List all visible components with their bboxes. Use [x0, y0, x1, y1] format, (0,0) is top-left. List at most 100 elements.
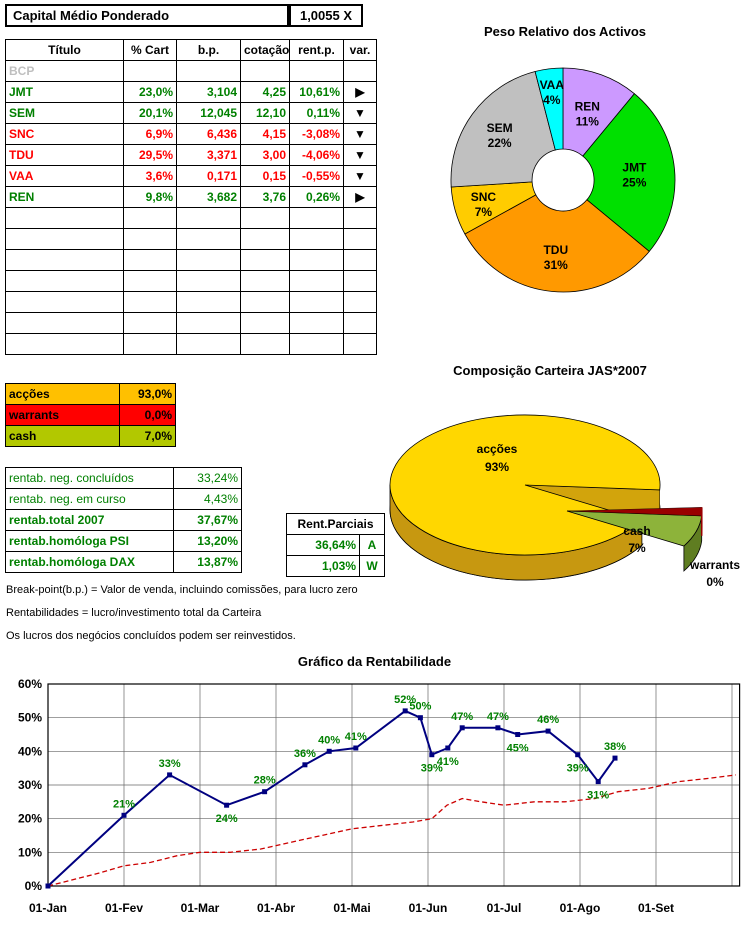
cell-pct-cart[interactable]: 23,0%	[123, 81, 177, 103]
empty-cell[interactable]	[289, 228, 344, 250]
cell-pct-cart[interactable]: 9,8%	[123, 186, 177, 208]
cell-bp[interactable]: 3,371	[176, 144, 241, 166]
empty-cell[interactable]	[5, 228, 124, 250]
cell-cotacao[interactable]: 3,00	[240, 144, 290, 166]
empty-cell[interactable]	[240, 291, 290, 313]
empty-cell[interactable]	[240, 270, 290, 292]
cell-rent-p[interactable]: -3,08%	[289, 123, 344, 145]
rentab-label-4[interactable]: rentab.homóloga DAX	[5, 551, 174, 573]
empty-cell[interactable]	[289, 312, 344, 334]
parciais-title-cell[interactable]: Rent.Parciais	[285, 513, 386, 535]
empty-cell[interactable]	[289, 249, 344, 271]
cell-rent-p[interactable]	[289, 60, 344, 82]
column-header-5[interactable]: var.	[343, 39, 377, 61]
cell-var-arrow[interactable]: ▼	[343, 144, 377, 166]
empty-cell[interactable]	[176, 291, 241, 313]
cell-titulo[interactable]: JMT	[5, 81, 124, 103]
empty-cell[interactable]	[5, 270, 124, 292]
empty-cell[interactable]	[123, 270, 177, 292]
cell-pct-cart[interactable]	[123, 60, 177, 82]
cell-bp[interactable]: 12,045	[176, 102, 241, 124]
cell-pct-cart[interactable]: 3,6%	[123, 165, 177, 187]
empty-cell[interactable]	[5, 333, 124, 355]
alloc-label-warrants[interactable]: warrants	[5, 404, 120, 426]
capital-medio-ponderado-value[interactable]: 1,0055 X	[289, 4, 363, 27]
parciais-code-A[interactable]: A	[358, 534, 386, 556]
empty-cell[interactable]	[289, 270, 344, 292]
cell-cotacao[interactable]: 4,25	[240, 81, 290, 103]
cell-pct-cart[interactable]: 29,5%	[123, 144, 177, 166]
cell-bp[interactable]: 6,436	[176, 123, 241, 145]
cell-titulo[interactable]: TDU	[5, 144, 124, 166]
empty-cell[interactable]	[289, 291, 344, 313]
parciais-value-A[interactable]: 36,64%	[286, 534, 360, 556]
cell-titulo[interactable]: REN	[5, 186, 124, 208]
empty-cell[interactable]	[5, 249, 124, 271]
empty-cell[interactable]	[343, 291, 377, 313]
column-header-4[interactable]: rent.p.	[289, 39, 344, 61]
empty-cell[interactable]	[240, 333, 290, 355]
alloc-label-cash[interactable]: cash	[5, 425, 120, 447]
cell-pct-cart[interactable]: 20,1%	[123, 102, 177, 124]
cell-bp[interactable]: 0,171	[176, 165, 241, 187]
pie3d-chart-composicao[interactable]: acções 93% cash 7% warrants 0%	[385, 383, 749, 628]
empty-cell[interactable]	[343, 249, 377, 271]
cell-var-arrow[interactable]	[343, 60, 377, 82]
empty-cell[interactable]	[5, 312, 124, 334]
pie-slice-VAA[interactable]	[534, 67, 564, 151]
cell-titulo[interactable]: SEM	[5, 102, 124, 124]
cell-bp[interactable]: 3,682	[176, 186, 241, 208]
empty-cell[interactable]	[123, 249, 177, 271]
benchmark-line[interactable]	[47, 774, 736, 887]
parciais-value-W[interactable]: 1,03%	[286, 555, 360, 577]
empty-cell[interactable]	[5, 291, 124, 313]
empty-cell[interactable]	[176, 270, 241, 292]
empty-cell[interactable]	[343, 228, 377, 250]
empty-cell[interactable]	[176, 249, 241, 271]
cell-pct-cart[interactable]: 6,9%	[123, 123, 177, 145]
cell-var-arrow[interactable]: ▶	[343, 81, 377, 103]
column-header-2[interactable]: b.p.	[176, 39, 241, 61]
cell-rent-p[interactable]: -0,55%	[289, 165, 344, 187]
rentab-value-2[interactable]: 37,67%	[173, 509, 242, 531]
empty-cell[interactable]	[289, 207, 344, 229]
empty-cell[interactable]	[123, 228, 177, 250]
cell-var-arrow[interactable]: ▼	[343, 102, 377, 124]
rentab-value-4[interactable]: 13,87%	[173, 551, 242, 573]
pie-slice-acções[interactable]	[389, 414, 661, 556]
cell-cotacao[interactable]: 4,15	[240, 123, 290, 145]
cell-bp[interactable]: 3,104	[176, 81, 241, 103]
cell-titulo[interactable]: VAA	[5, 165, 124, 187]
cell-var-arrow[interactable]: ▶	[343, 186, 377, 208]
cell-cotacao[interactable]: 0,15	[240, 165, 290, 187]
empty-cell[interactable]	[176, 228, 241, 250]
cell-cotacao[interactable]	[240, 60, 290, 82]
empty-cell[interactable]	[240, 207, 290, 229]
empty-cell[interactable]	[176, 333, 241, 355]
empty-cell[interactable]	[289, 333, 344, 355]
column-header-0[interactable]: Título	[5, 39, 124, 61]
empty-cell[interactable]	[343, 270, 377, 292]
capital-medio-ponderado-label[interactable]: Capital Médio Ponderado	[5, 4, 289, 27]
cell-cotacao[interactable]: 3,76	[240, 186, 290, 208]
pie-slice-SEM[interactable]	[450, 71, 556, 188]
cell-rent-p[interactable]: 0,26%	[289, 186, 344, 208]
cell-titulo[interactable]: BCP	[5, 60, 124, 82]
empty-cell[interactable]	[176, 312, 241, 334]
empty-cell[interactable]	[240, 228, 290, 250]
cell-cotacao[interactable]: 12,10	[240, 102, 290, 124]
pie-slice-TDU[interactable]	[464, 194, 650, 293]
rentab-label-1[interactable]: rentab. neg. em curso	[5, 488, 174, 510]
rentab-value-3[interactable]: 13,20%	[173, 530, 242, 552]
empty-cell[interactable]	[343, 207, 377, 229]
rentab-label-2[interactable]: rentab.total 2007	[5, 509, 174, 531]
cell-rent-p[interactable]: -4,06%	[289, 144, 344, 166]
cell-bp[interactable]	[176, 60, 241, 82]
cell-var-arrow[interactable]: ▼	[343, 165, 377, 187]
rentab-label-0[interactable]: rentab. neg. concluídos	[5, 467, 174, 489]
cell-rent-p[interactable]: 0,11%	[289, 102, 344, 124]
empty-cell[interactable]	[240, 249, 290, 271]
alloc-label-acções[interactable]: acções	[5, 383, 120, 405]
alloc-value-cash[interactable]: 7,0%	[119, 425, 176, 447]
